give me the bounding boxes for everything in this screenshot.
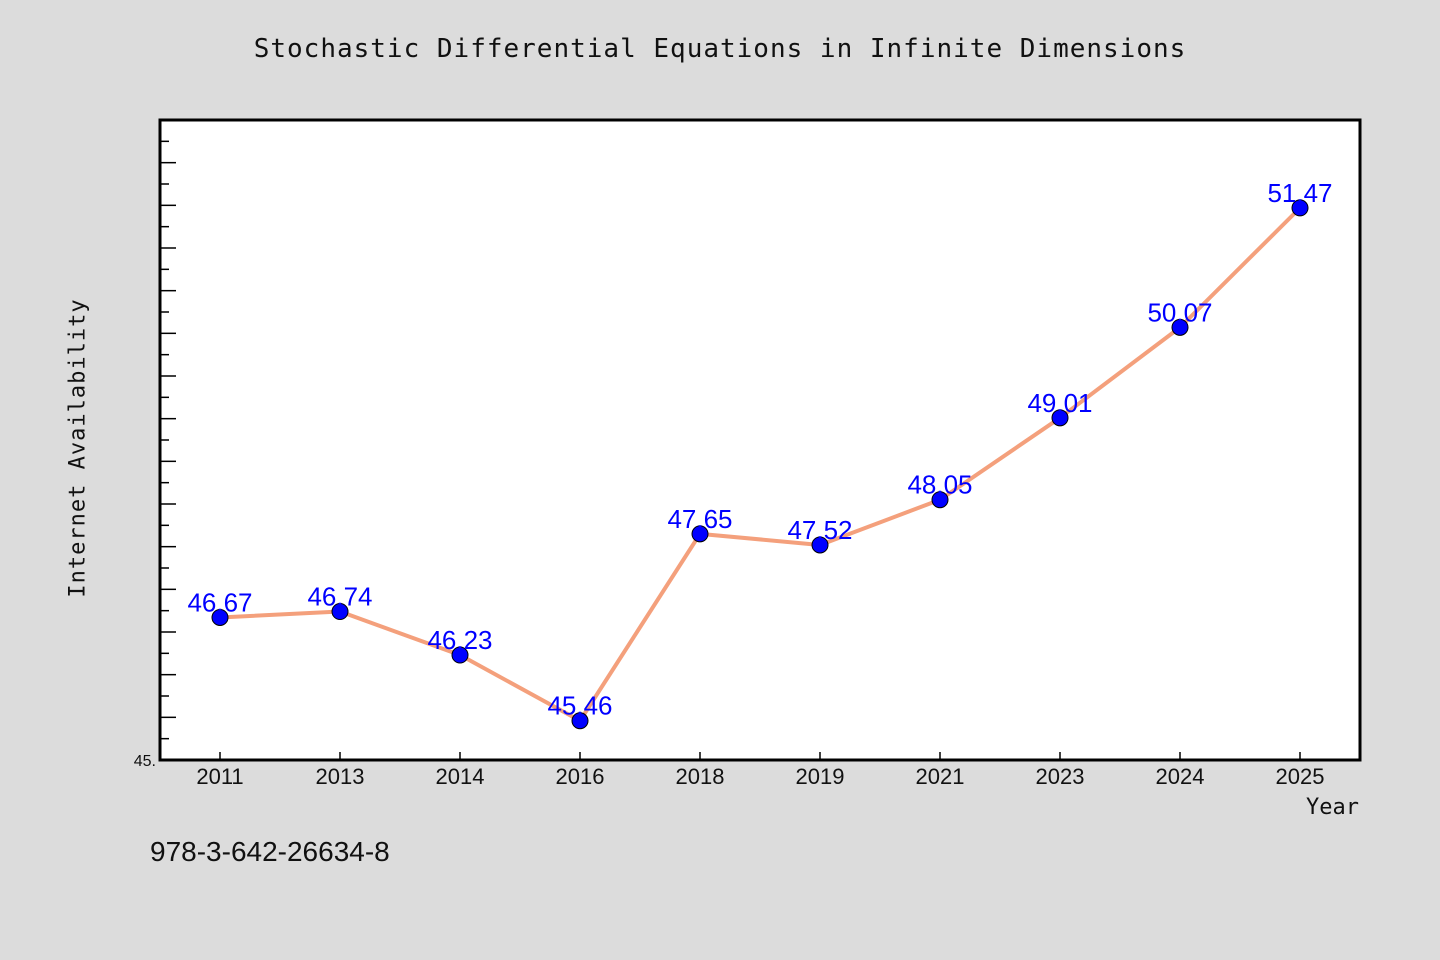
series-line: [219, 206, 1302, 723]
data-point: [211, 608, 229, 626]
data-label: 45.46: [547, 691, 612, 721]
data-point: [811, 536, 829, 554]
plot-area: [160, 120, 1360, 760]
y-tick-label: 45.: [134, 753, 156, 770]
chart-title: Stochastic Differential Equations in Inf…: [253, 34, 1187, 64]
data-label: 47.65: [667, 504, 732, 534]
x-tick-label: 2016: [556, 764, 605, 789]
x-tick-label: 2014: [436, 764, 485, 789]
data-label: 46.67: [187, 587, 252, 617]
x-tick-label: 2013: [316, 764, 365, 789]
x-axis-ticks: 2011 2013 2014 2016 2018 2019 2021 2023 2024 2025: [196, 752, 1324, 789]
x-tick-label: 2019: [796, 764, 845, 789]
data-label: 47.52: [787, 515, 852, 545]
data-label: 48.05: [907, 470, 972, 500]
x-tick-label: 2018: [676, 764, 725, 789]
plot-frame: [158, 118, 1362, 762]
data-point: [931, 491, 949, 509]
data-point: [571, 712, 589, 730]
x-tick-label: 2023: [1036, 764, 1085, 789]
x-tick-label: 2021: [916, 764, 965, 789]
isbn-footnote: 978-3-642-26634-8: [150, 836, 390, 867]
data-labels: 46.67 46.74 46.23 45.46 47.65 47.52 48.05 49.01…: [187, 178, 1332, 721]
data-label: 46.74: [307, 582, 372, 612]
data-point: [331, 603, 349, 621]
data-point: [691, 525, 709, 543]
x-tick-label: 2024: [1156, 764, 1205, 789]
data-markers: [211, 199, 1309, 730]
data-point: [1291, 199, 1309, 217]
data-point: [1051, 409, 1069, 427]
data-point: [451, 646, 469, 664]
data-label: 46.23: [427, 625, 492, 655]
y-axis-ticks: 45.: [134, 119, 176, 770]
data-label: 51.47: [1267, 178, 1332, 208]
x-axis-label: Year: [1306, 795, 1359, 820]
data-label: 50.07: [1147, 297, 1212, 327]
x-tick-label: 2011: [196, 764, 243, 789]
data-point: [1171, 318, 1189, 336]
data-label: 49.01: [1027, 388, 1092, 418]
x-tick-label: 2025: [1276, 764, 1325, 789]
